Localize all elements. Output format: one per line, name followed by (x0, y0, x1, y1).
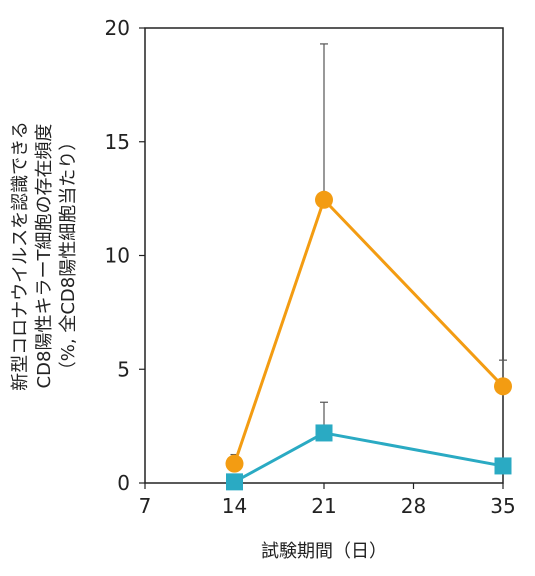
y-tick-label: 10 (105, 244, 130, 268)
y-tick-label: 20 (105, 16, 130, 40)
series-line-1 (233, 198, 505, 465)
error-bars (230, 43, 507, 482)
data-point-circle (225, 454, 244, 473)
y-tick-label: 0 (117, 471, 130, 495)
y-axis-title-line-3: （%, 全CD8陽性細胞当たり） (58, 133, 79, 379)
x-axis-title: 試験期間（日） (261, 541, 387, 562)
data-point-circle (315, 190, 333, 209)
x-axis-ticks: 7 14 21 28 35 (139, 483, 516, 518)
y-axis-ticks: 0 5 10 15 20 (105, 16, 145, 495)
data-point-circle (494, 377, 512, 396)
y-tick-label: 15 (105, 130, 130, 154)
series-lines (233, 198, 505, 484)
y-tick-label: 5 (117, 357, 130, 381)
series-markers (225, 190, 512, 491)
y-axis-title: 新型コロナウイルスを認識できる CD8陽性キラーT細胞の存在頻度 （%, 全CD… (10, 121, 79, 391)
x-tick-label: 7 (139, 494, 152, 518)
data-point-square (494, 457, 512, 475)
y-axis-title-line-1: 新型コロナウイルスを認識できる (10, 121, 31, 391)
x-tick-label: 14 (222, 494, 247, 518)
x-tick-label: 21 (311, 494, 336, 518)
y-axis-title-line-2: CD8陽性キラーT細胞の存在頻度 (34, 124, 55, 389)
x-tick-label: 35 (490, 494, 515, 518)
series-line-2 (233, 431, 504, 484)
data-point-square (226, 473, 243, 491)
data-point-square (315, 424, 333, 442)
x-tick-label: 28 (401, 494, 426, 518)
